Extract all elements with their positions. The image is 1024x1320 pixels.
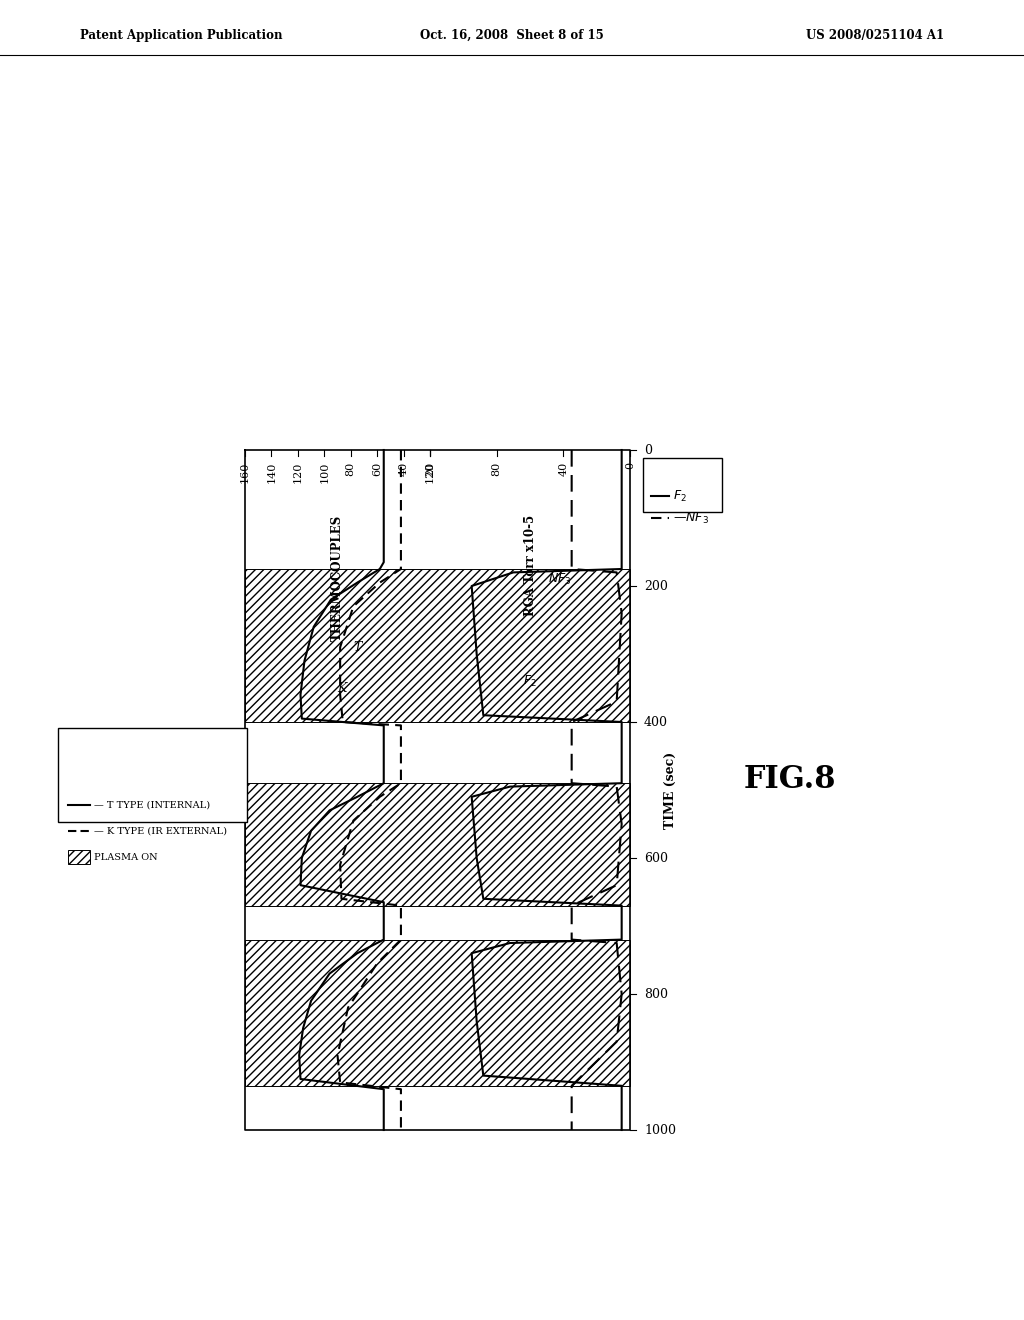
Text: RGA Torr x10-5: RGA Torr x10-5 (523, 515, 537, 616)
Text: 1000: 1000 (644, 1123, 676, 1137)
Text: 600: 600 (644, 851, 668, 865)
Text: 0: 0 (644, 444, 652, 457)
Text: 200: 200 (644, 579, 668, 593)
Text: — T TYPE (INTERNAL): — T TYPE (INTERNAL) (94, 800, 210, 809)
Text: TIME (sec): TIME (sec) (664, 751, 677, 829)
Text: Patent Application Publication: Patent Application Publication (80, 29, 283, 41)
Text: THERMOCOUPLES: THERMOCOUPLES (331, 515, 344, 642)
Text: 100: 100 (319, 462, 330, 483)
Bar (245, 940, 630, 1086)
Text: 40: 40 (558, 462, 568, 477)
Text: 0: 0 (625, 462, 635, 469)
Text: 400: 400 (644, 715, 668, 729)
Text: 160: 160 (240, 462, 250, 483)
Text: $F_2$: $F_2$ (523, 673, 537, 689)
Text: Oct. 16, 2008  Sheet 8 of 15: Oct. 16, 2008 Sheet 8 of 15 (420, 29, 604, 41)
Text: $F_2$: $F_2$ (673, 488, 687, 503)
Text: — K TYPE (IR EXTERNAL): — K TYPE (IR EXTERNAL) (94, 826, 227, 836)
Text: K: K (337, 681, 346, 694)
Text: 80: 80 (346, 462, 355, 477)
Bar (245, 569, 630, 722)
Text: 80: 80 (492, 462, 502, 477)
Bar (245, 783, 630, 906)
Text: FIG.8: FIG.8 (743, 764, 837, 796)
FancyBboxPatch shape (643, 458, 722, 512)
Text: 120: 120 (293, 462, 303, 483)
Text: T: T (353, 640, 361, 653)
Text: 800: 800 (644, 987, 668, 1001)
Text: 20: 20 (425, 462, 435, 477)
FancyBboxPatch shape (58, 729, 247, 822)
Text: 140: 140 (266, 462, 276, 483)
Text: $NF_3$: $NF_3$ (548, 572, 571, 587)
Text: 120: 120 (425, 462, 435, 483)
Text: US 2008/0251104 A1: US 2008/0251104 A1 (806, 29, 944, 41)
Text: 60: 60 (372, 462, 382, 477)
Text: 40: 40 (398, 462, 409, 477)
Text: $—NF_3$: $—NF_3$ (673, 511, 709, 525)
Text: PLASMA ON: PLASMA ON (94, 853, 158, 862)
